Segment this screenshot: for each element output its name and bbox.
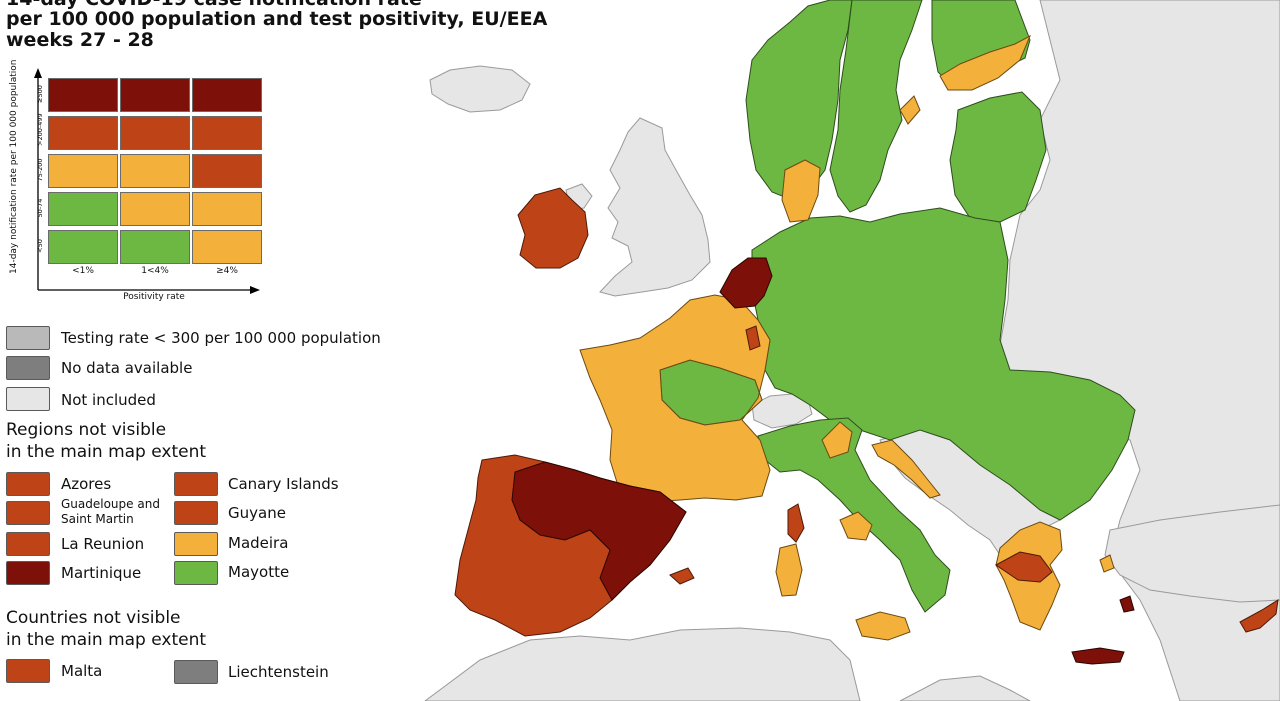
row-label-3: 50-74 <box>36 198 44 218</box>
region-label-madeira: Madeira <box>228 534 289 552</box>
norway <box>745 0 853 201</box>
france <box>579 294 771 503</box>
row-label-2: 75-200 <box>36 158 44 182</box>
balearic <box>669 567 695 585</box>
netherlands <box>719 257 773 309</box>
denmark <box>781 159 821 223</box>
legend-cell-r1-c0 <box>48 116 118 150</box>
no-data-swatch <box>6 356 50 380</box>
legend-cell-r4-c2 <box>192 230 262 264</box>
row-label-0: ≥500 <box>36 85 44 103</box>
col-label-0: <1% <box>72 266 94 276</box>
legend-cell-r4-c1 <box>120 230 190 264</box>
region-label-la-reunion: La Reunion <box>61 535 145 553</box>
corsica <box>787 503 805 543</box>
region-label-guyane: Guyane <box>228 504 286 522</box>
sardinia <box>775 543 803 597</box>
sicily <box>855 611 911 641</box>
spain-north-east <box>511 461 687 601</box>
legend-cell-r2-c2 <box>192 154 262 188</box>
region-swatch-la-reunion <box>6 532 50 556</box>
italy-south-region <box>839 511 873 541</box>
region-label-canary-islands: Canary Islands <box>228 475 339 493</box>
region-swatch-guadeloupe <box>6 501 50 525</box>
legend-cell-r3-c1 <box>120 192 190 226</box>
row-label-1: >200-499 <box>36 113 44 146</box>
sweden-gotland <box>899 95 921 125</box>
country-swatch-liechtenstein <box>174 660 218 684</box>
countries-heading-line-2: in the main map extent <box>6 630 207 650</box>
map-title-line-1: 14-day COVID-19 case notification rate <box>6 0 422 11</box>
region-swatch-martinique <box>6 561 50 585</box>
region-label-martinique: Martinique <box>61 564 142 582</box>
luxembourg-region <box>745 325 761 351</box>
ireland <box>517 187 589 269</box>
legend-cell-r0-c2 <box>192 78 262 112</box>
greece-north <box>995 551 1053 583</box>
map-title-line-3: weeks 27 - 28 <box>6 29 154 51</box>
iceland <box>429 65 531 113</box>
no-data-label: No data available <box>61 359 193 377</box>
central-europe <box>751 207 1136 521</box>
region-label-azores: Azores <box>61 475 112 493</box>
legend-cell-r1-c2 <box>192 116 262 150</box>
baltics <box>949 91 1047 223</box>
region-label-guadeloupe: Guadeloupe and Saint Martin <box>61 497 160 526</box>
y-axis-label: 14-day notification rate per 100 000 pop… <box>9 59 19 274</box>
sweden <box>829 0 923 213</box>
crete <box>1071 647 1125 665</box>
country-swatch-malta <box>6 659 50 683</box>
greek-island-1 <box>1099 554 1115 573</box>
region-swatch-azores <box>6 472 50 496</box>
region-swatch-madeira <box>174 532 218 556</box>
legend-cell-r3-c0 <box>48 192 118 226</box>
testing-low-label: Testing rate < 300 per 100 000 populatio… <box>61 329 381 347</box>
region-swatch-guyane <box>174 501 218 525</box>
regions-heading-line-2: in the main map extent <box>6 442 207 462</box>
cyprus <box>1239 599 1279 633</box>
legend-cell-r2-c0 <box>48 154 118 188</box>
legend-cell-r3-c2 <box>192 192 262 226</box>
x-axis-label: Positivity rate <box>123 292 185 302</box>
legend-cell-r1-c1 <box>120 116 190 150</box>
finland-south <box>939 34 1031 91</box>
legend-cell-r2-c1 <box>120 154 190 188</box>
not-included-label: Not included <box>61 391 156 409</box>
legend-cell-r0-c1 <box>120 78 190 112</box>
region-swatch-mayotte <box>174 561 218 585</box>
region-label-mayotte: Mayotte <box>228 563 290 581</box>
region-swatch-canary-islands <box>174 472 218 496</box>
croatia-coast <box>871 439 941 499</box>
row-label-4: <50 <box>36 239 44 253</box>
legend-axes <box>34 68 260 294</box>
country-label-malta: Malta <box>61 662 103 680</box>
switzerland <box>751 393 813 429</box>
col-label-1: 1<4% <box>141 266 169 276</box>
north-africa <box>424 627 861 701</box>
italy-north-region <box>821 421 853 459</box>
col-label-2: ≥4% <box>216 266 238 276</box>
countries-heading-line-1: Countries not visible <box>6 608 181 628</box>
country-label-liechtenstein: Liechtenstein <box>228 663 329 681</box>
turkey <box>1104 504 1280 603</box>
map-title-line-2: per 100 000 population and test positivi… <box>6 8 548 30</box>
libya-coast <box>899 675 1031 701</box>
not-included-swatch <box>6 387 50 411</box>
regions-heading-line-1: Regions not visible <box>6 420 167 440</box>
greek-isles-dark <box>1119 595 1135 613</box>
legend-cell-r4-c0 <box>48 230 118 264</box>
legend-cell-r0-c0 <box>48 78 118 112</box>
great-britain <box>599 117 711 297</box>
testing-low-swatch <box>6 326 50 350</box>
